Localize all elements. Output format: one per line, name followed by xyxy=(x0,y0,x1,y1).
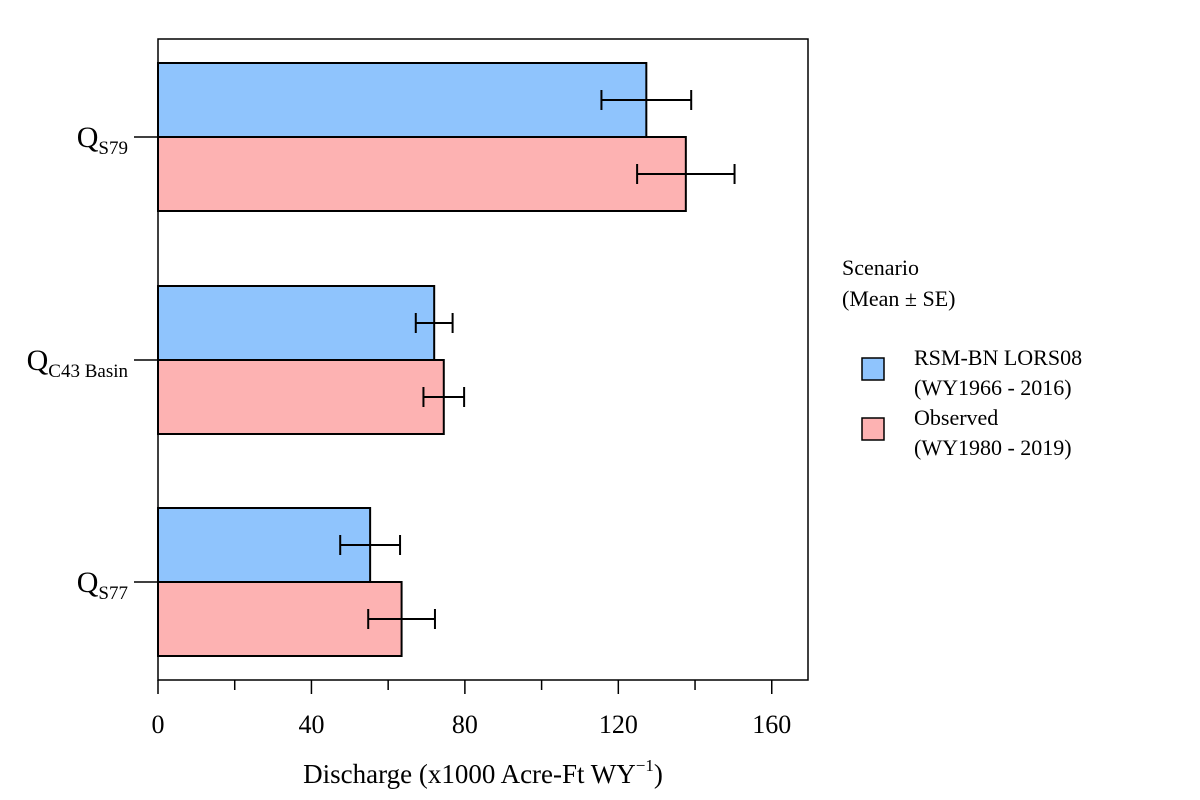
x-tick-label-3: 120 xyxy=(599,710,638,739)
bar-observed-1 xyxy=(157,359,445,435)
bars-layer xyxy=(157,62,687,657)
legend-swatch-1 xyxy=(861,417,885,441)
error-bars-layer xyxy=(339,90,736,629)
legend-subtitle: (Mean ± SE) xyxy=(842,286,956,311)
y-axis: QS79 QC43 Basin QS77 xyxy=(27,121,158,604)
error-bar-0-0 xyxy=(600,90,693,110)
error-bar-1-1 xyxy=(422,387,466,407)
legend-sublabel-0: (WY1966 - 2016) xyxy=(914,375,1072,400)
x-tick-label-4: 160 xyxy=(752,710,791,739)
legend-label-0: RSM-BN LORS08 xyxy=(914,345,1082,370)
x-axis-title: Discharge (x1000 Acre-Ft WY−1) xyxy=(303,756,663,789)
error-bar-1-0 xyxy=(636,164,736,184)
error-bar-0-1 xyxy=(414,313,454,333)
x-axis: 0 40 80 120 160 xyxy=(152,680,791,739)
bar-observed-2 xyxy=(157,581,403,657)
x-tick-label-1: 40 xyxy=(298,710,324,739)
y-tick-label-0: QS79 xyxy=(77,121,128,159)
y-tick-label-1: QC43 Basin xyxy=(27,344,129,382)
legend-title: Scenario xyxy=(842,255,919,280)
legend-swatch-0 xyxy=(861,357,885,381)
error-bar-1-2 xyxy=(367,609,436,629)
bar-rsm-2 xyxy=(157,507,372,583)
legend-sublabel-1: (WY1980 - 2019) xyxy=(914,435,1072,460)
bar-rsm-1 xyxy=(157,285,436,361)
y-tick-label-2: QS77 xyxy=(77,566,128,604)
bar-observed-0 xyxy=(157,136,687,212)
x-tick-label-0: 0 xyxy=(152,710,165,739)
legend-label-1: Observed xyxy=(914,405,998,430)
bar-rsm-0 xyxy=(157,62,648,138)
error-bar-0-2 xyxy=(339,535,402,555)
legend-items: RSM-BN LORS08 (WY1966 - 2016) Observed (WY1… xyxy=(861,345,1082,460)
legend: Scenario (Mean ± SE) RSM-BN LORS08 (WY196… xyxy=(842,255,1082,460)
x-tick-label-2: 80 xyxy=(452,710,478,739)
